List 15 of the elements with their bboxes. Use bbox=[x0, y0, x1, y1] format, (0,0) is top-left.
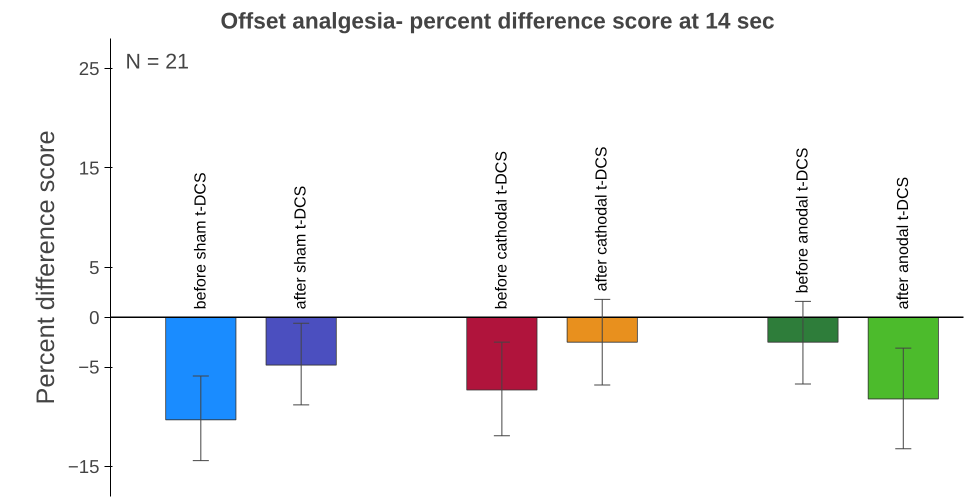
x-tick-label: after cathodal t-DCS bbox=[594, 146, 611, 292]
x-tick-label: before anodal t-DCS bbox=[794, 148, 812, 294]
y-axis-title: Percent difference score bbox=[32, 130, 60, 405]
annotation: N = 21 bbox=[126, 49, 189, 74]
y-tick-label: −15 bbox=[68, 456, 100, 478]
y-tick-label: 5 bbox=[89, 257, 100, 278]
chart-title: Offset analgesia- percent difference score at 14 sec bbox=[220, 8, 775, 34]
y-tick-label: 0 bbox=[89, 306, 100, 328]
x-tick-label: after anodal t-DCS bbox=[894, 176, 912, 310]
y-tick-label: 15 bbox=[78, 157, 100, 178]
x-tick-label: before sham t-DCS bbox=[192, 172, 210, 310]
x-tick-label: before cathodal t-DCS bbox=[493, 151, 510, 310]
y-tick-label: −5 bbox=[78, 356, 100, 378]
y-tick-label: 25 bbox=[78, 58, 100, 79]
x-tick-label: after sham t-DCS bbox=[292, 186, 310, 310]
